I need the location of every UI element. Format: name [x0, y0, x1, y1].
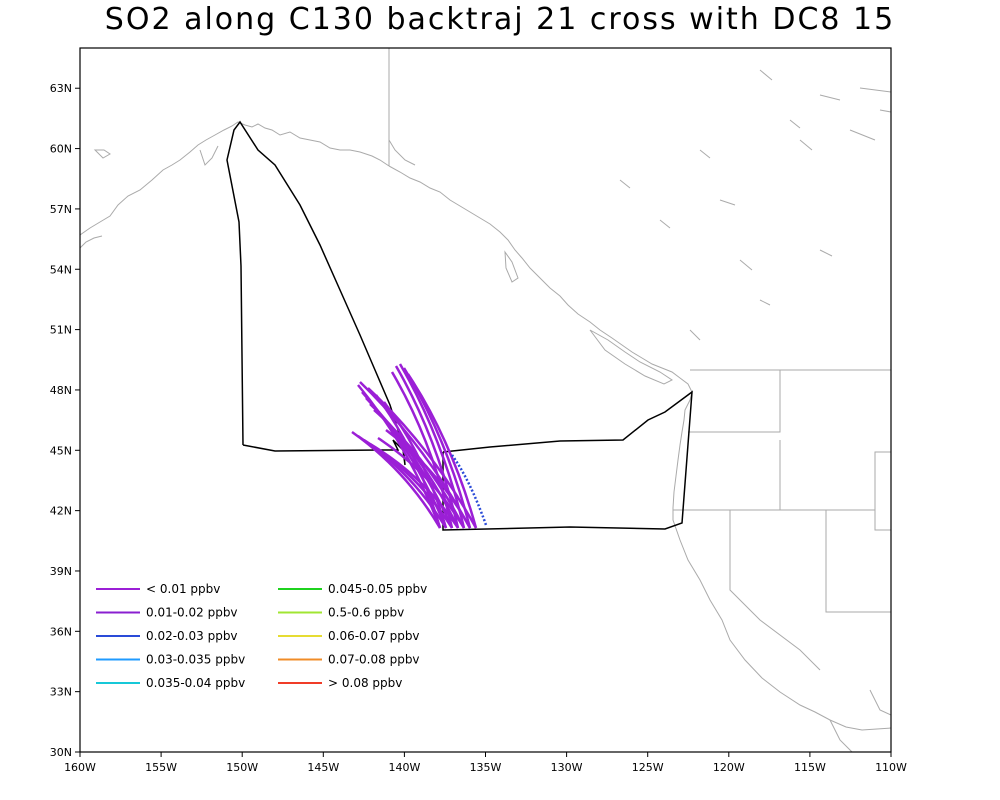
map-title: SO2 along C130 backtraj 21 cross with DC… [104, 2, 896, 37]
legend-label: 0.03-0.035 ppbv [146, 653, 245, 667]
nevada-border [729, 510, 821, 671]
x-tick-label: 150W [226, 761, 258, 774]
legend-label: 0.06-0.07 ppbv [328, 629, 420, 643]
x-tick-label: 160W [64, 761, 96, 774]
y-tick-label: 36N [50, 625, 72, 638]
y-tick-label: 42N [50, 505, 72, 518]
vancouver-island [589, 329, 673, 385]
legend-label: 0.5-0.6 ppbv [328, 606, 404, 620]
flight-track-east [442, 390, 693, 531]
alaska-coastline [80, 121, 390, 236]
haida-gwaii [504, 250, 519, 283]
x-tick-label: 135W [470, 761, 502, 774]
washington-oregon-border [688, 380, 781, 433]
baja-coast [829, 719, 853, 752]
trajectory-layer [351, 363, 488, 529]
legend-label: > 0.08 ppbv [328, 676, 402, 690]
x-tick-label: 115W [794, 761, 826, 774]
legend-label: 0.02-0.03 ppbv [146, 629, 238, 643]
x-tick-label: 120W [713, 761, 745, 774]
x-tick-label: 145W [307, 761, 339, 774]
legend-label: 0.045-0.05 ppbv [328, 582, 427, 596]
coastline-layer [80, 48, 891, 752]
trajectory-line [390, 371, 454, 529]
y-tick-label: 54N [50, 263, 72, 276]
trajectory-line [406, 373, 478, 529]
kodiak-island [93, 149, 111, 159]
y-tick-label: 48N [50, 384, 72, 397]
legend-label: 0.035-0.04 ppbv [146, 676, 245, 690]
y-tick-label: 51N [50, 324, 72, 337]
legend: < 0.01 ppbv 0.01-0.02 ppbv 0.02-0.03 ppbv 0… [96, 582, 427, 690]
y-tick-label: 45N [50, 444, 72, 457]
legend-label: < 0.01 ppbv [146, 582, 220, 596]
kenai-coast [199, 145, 219, 166]
state-border-east [825, 510, 891, 613]
flight-track-layer [226, 120, 693, 531]
x-tick-label: 130W [551, 761, 583, 774]
legend-label: 0.07-0.08 ppbv [328, 653, 420, 667]
x-tick-label: 140W [388, 761, 420, 774]
trajectory-line [377, 436, 466, 529]
y-tick-label: 63N [50, 82, 72, 95]
x-tick-label: 110W [875, 761, 907, 774]
trajectory-line-blue [450, 454, 488, 526]
trajectory-line [385, 429, 472, 529]
x-tick-label: 125W [632, 761, 664, 774]
y-tick-label: 30N [50, 746, 72, 759]
sea-of-cortez [869, 689, 891, 716]
x-tick-label: 155W [145, 761, 177, 774]
state-border-ne [874, 451, 891, 531]
canada-lakes [619, 69, 891, 341]
trajectory-line [369, 442, 460, 529]
axis-ticks: 160W 155W 150W 145W 140W 135W 130W 125W 120W 115W… [50, 82, 907, 774]
aleutian-coast [80, 235, 103, 249]
y-tick-label: 39N [50, 565, 72, 578]
y-tick-label: 57N [50, 203, 72, 216]
us-west-coastline [672, 399, 891, 731]
bc-coastline [388, 165, 693, 401]
legend-label: 0.01-0.02 ppbv [146, 606, 238, 620]
y-tick-label: 60N [50, 143, 72, 156]
flight-track [226, 120, 406, 466]
alaska-canada-border [388, 48, 416, 166]
y-tick-label: 33N [50, 686, 72, 699]
trajectory-line [394, 365, 460, 529]
